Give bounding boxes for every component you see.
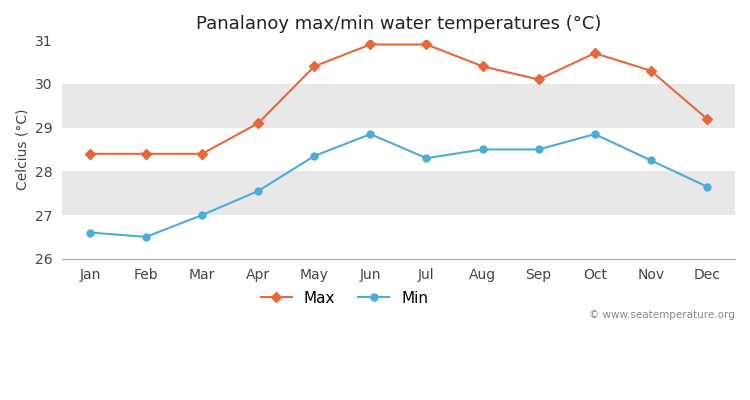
Max [142, 152, 151, 156]
Max [86, 152, 94, 156]
Min [86, 230, 94, 235]
Line: Min: Min [86, 130, 711, 241]
Bar [62, 171, 735, 215]
Max [310, 64, 319, 69]
Max [703, 116, 712, 121]
Min [646, 158, 656, 163]
Text: © www.seatemperature.org: © www.seatemperature.org [590, 310, 735, 320]
Bar [62, 84, 735, 128]
Y-axis label: Celcius (°C): Celcius (°C) [15, 109, 29, 190]
Bar [62, 215, 735, 259]
Max [534, 77, 543, 82]
Max [422, 42, 431, 47]
Min [142, 234, 151, 239]
Legend: Max, Min: Max, Min [255, 285, 434, 312]
Min [310, 154, 319, 158]
Max [254, 121, 262, 126]
Min [366, 132, 375, 136]
Min [703, 184, 712, 189]
Max [590, 51, 599, 56]
Max [198, 152, 207, 156]
Bar [62, 128, 735, 171]
Max [646, 68, 656, 73]
Max [478, 64, 487, 69]
Line: Max: Max [86, 41, 711, 158]
Min [478, 147, 487, 152]
Min [590, 132, 599, 136]
Min [254, 188, 262, 193]
Bar [62, 40, 735, 84]
Min [534, 147, 543, 152]
Min [422, 156, 431, 160]
Title: Panalanoy max/min water temperatures (°C): Panalanoy max/min water temperatures (°C… [196, 15, 602, 33]
Min [198, 213, 207, 218]
Max [366, 42, 375, 47]
